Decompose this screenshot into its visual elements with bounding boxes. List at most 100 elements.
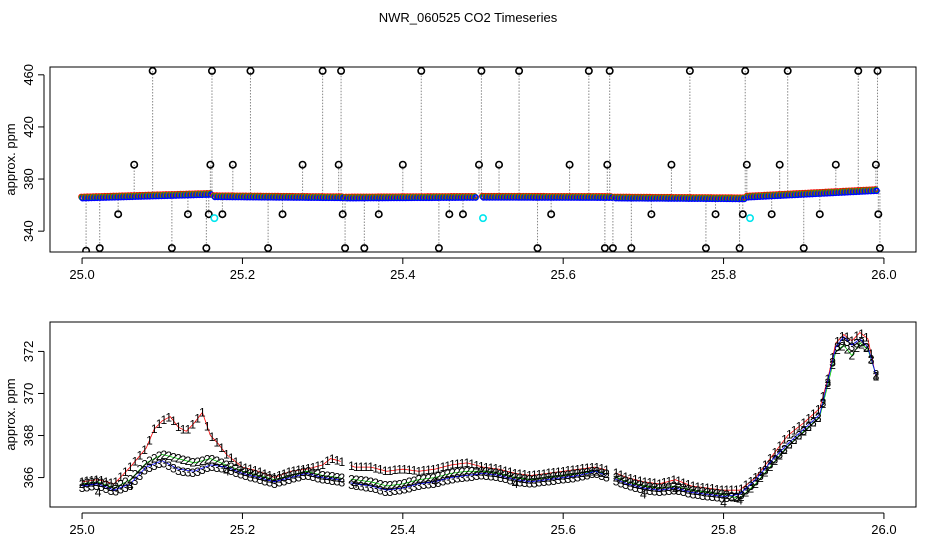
x-tick-label: 25.4 [390,522,415,537]
series-3-marker: 3 [363,480,370,494]
series-1-marker: 1 [473,458,480,472]
series-2-marker: 2 [161,448,168,462]
series-2-marker: 2 [824,378,831,392]
outlier-point [218,210,227,219]
plot-frame [49,66,917,253]
series-1-marker: 1 [324,454,331,468]
series-1-marker: 1 [449,458,456,472]
series-1-marker: 1 [204,419,211,433]
series-2-marker: 2 [810,415,817,429]
series-3-marker: 3 [372,482,379,496]
series-3-marker: 3 [555,473,562,487]
panel-bottom: 25.0 25.2 25.4 25.6 25.8 26.0 366 368 370 372appr… [3,321,917,537]
series-2-marker: 2 [406,475,413,489]
series-3-marker: 3 [873,370,880,384]
series-2-marker: 2 [714,487,721,501]
series-3-marker: 3 [199,463,206,477]
series-3-marker: 3 [242,469,249,483]
series-1-marker: 1 [574,462,581,476]
series-3-marker: 3 [233,466,240,480]
series-1-marker: 1 [151,422,158,436]
series-2-marker: 2 [468,464,475,478]
series-2-marker: 2 [661,480,668,494]
series-3-marker: 3 [507,473,514,487]
series-3-marker: 3 [584,468,591,482]
y-tick-label: 420 [21,116,36,138]
series-3-marker: 3 [517,475,524,489]
series-2-marker: 2 [675,480,682,494]
series-2-marker: 2 [435,470,442,484]
series-3-marker: 3 [661,485,668,499]
series-3-marker: 3 [473,469,480,483]
outlier-point [202,244,211,252]
series-1-marker: 1 [363,460,370,474]
series-2-marker: 2 [189,455,196,469]
series-1-marker: 1 [276,469,283,483]
series-2-marker: 2 [218,456,225,470]
series-3-marker: 3 [98,480,105,494]
series-2-marker: 2 [637,478,644,492]
series-1-marker: 1 [146,434,153,448]
series-3-marker: 3 [483,469,490,483]
series-2-marker: 2 [680,481,687,495]
series-2-marker: 2 [728,489,735,503]
outlier-point [815,210,824,219]
series-3-marker: 3 [502,472,509,486]
y-tick-label: 460 [21,64,36,86]
outlier-point [82,246,91,252]
series-2-marker: 2 [670,479,677,493]
series-2-marker: 2 [257,469,264,483]
series-3-marker: 3 [161,457,168,471]
series-1-marker: 1 [329,452,336,466]
series-3-marker: 3 [209,460,216,474]
series-3-marker: 3 [276,476,283,490]
series-3-marker: 3 [738,488,745,502]
series-1-marker: 1 [868,347,875,361]
series-3-marker: 3 [646,484,653,498]
series-1-marker: 1 [425,463,432,477]
series-2-marker: 2 [569,467,576,481]
series-1-marker: 1 [286,465,293,479]
series-3-marker: 3 [305,469,312,483]
outlier-point [228,160,237,169]
series-2-marker: 2 [290,468,297,482]
outlier-point [148,67,157,75]
series-2-marker: 2 [747,481,754,495]
series-2-marker: 2 [165,449,172,463]
series-2-marker: 2 [209,452,216,466]
series-1-marker: 1 [618,468,625,482]
series-1-marker: 1 [762,458,769,472]
series-2-marker: 2 [738,490,745,504]
series-1-marker: 1 [334,453,341,467]
series-2-marker: 2 [834,343,841,357]
series-3-marker: 3 [136,469,143,483]
series-1-marker: 1 [266,469,273,483]
series-2-marker: 2 [233,462,240,476]
series-1-marker: 1 [262,467,269,481]
series-2-marker: 2 [521,472,528,486]
series-3-marker: 3 [844,335,851,349]
series-2-marker: 2 [627,476,634,490]
series-1-marker: 1 [108,476,115,490]
series-3-marker: 3 [449,472,456,486]
series-3-marker: 3 [820,396,827,410]
series-2-marker: 2 [314,467,321,481]
outlier-point [95,244,104,252]
series-1-marker: 1 [391,463,398,477]
outlier-point [167,244,176,252]
series-2-marker: 2 [459,465,466,479]
outlier-point [873,67,882,75]
series-2-marker: 2 [136,463,143,477]
x-tick-label: 25.2 [230,267,255,282]
series-3-marker: 3 [348,478,355,492]
x-tick-label: 25.0 [69,267,94,282]
series-3-marker: 3 [786,437,793,451]
series-1-marker: 1 [719,483,726,497]
series-2-marker: 2 [103,478,110,492]
series-2-marker: 2 [531,472,538,486]
series-2-marker: 2 [420,472,427,486]
series-2-marker: 2 [310,466,317,480]
series-4-marker: 4 [351,477,358,491]
series-3-marker: 3 [723,491,730,505]
series-1-marker: 1 [690,479,697,493]
